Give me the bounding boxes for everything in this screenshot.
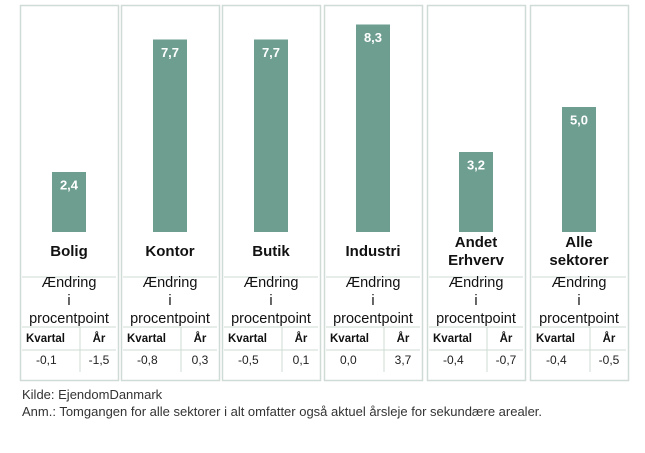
category-label: Alle sektorer bbox=[549, 234, 608, 269]
value-label: 2,4 bbox=[60, 177, 79, 192]
table-header-line: procentpoint bbox=[231, 311, 311, 327]
panel bbox=[529, 4, 630, 382]
chart: 2,4 Bolig Ændring i procentpoint Kvartal År -0,… bbox=[19, 4, 630, 382]
table-header-line: Ændring bbox=[346, 275, 401, 291]
table-header: Ændring i procentpoint bbox=[333, 275, 413, 327]
table-header-line: Ændring bbox=[244, 275, 299, 291]
table-header-line: procentpoint bbox=[29, 311, 109, 327]
column-header: Kvartal bbox=[433, 333, 472, 345]
category-label-line: Butik bbox=[252, 243, 290, 260]
bar bbox=[254, 39, 288, 232]
value-label: 3,2 bbox=[467, 157, 485, 172]
cell: -0,5 bbox=[599, 353, 620, 367]
bar bbox=[52, 172, 86, 232]
source: Kilde: EjendomDanmark bbox=[22, 387, 163, 402]
column-header: Kvartal bbox=[127, 333, 166, 345]
table-header-line: Ændring bbox=[552, 275, 607, 291]
table-header-line: Ændring bbox=[449, 275, 504, 291]
table-header-line: Ændring bbox=[143, 275, 198, 291]
table-header-line: i bbox=[269, 293, 272, 309]
category-label: Bolig bbox=[50, 243, 88, 260]
table-header: Ændring i procentpoint bbox=[231, 275, 311, 327]
category-label-line: Industri bbox=[346, 243, 401, 260]
category-label-line: sektorer bbox=[549, 252, 608, 269]
table-header-line: procentpoint bbox=[333, 311, 413, 327]
category-label-line: Kontor bbox=[145, 243, 194, 260]
column-header: År bbox=[194, 332, 207, 345]
category-label-line: Bolig bbox=[50, 243, 88, 260]
category-label: Industri bbox=[346, 243, 401, 260]
category-label-line: Erhverv bbox=[448, 252, 505, 269]
table-header-line: i bbox=[474, 293, 477, 309]
category-label: Andet Erhverv bbox=[448, 234, 505, 269]
column-header: År bbox=[295, 332, 308, 345]
category-label-line: Alle bbox=[565, 234, 593, 251]
bar bbox=[459, 152, 493, 232]
column-header: År bbox=[93, 332, 106, 345]
cell: -0,8 bbox=[137, 353, 158, 367]
category-label-line: Andet bbox=[455, 234, 498, 251]
column-header: År bbox=[500, 332, 513, 345]
cell: 0,1 bbox=[293, 353, 310, 367]
table-header-line: i bbox=[67, 293, 70, 309]
table-header-line: Ændring bbox=[42, 275, 97, 291]
category-label: Kontor bbox=[145, 243, 194, 260]
table-header-line: procentpoint bbox=[130, 311, 210, 327]
column-header: Kvartal bbox=[330, 333, 369, 345]
value-label: 5,0 bbox=[570, 112, 588, 127]
table-header: Ændring i procentpoint bbox=[29, 275, 109, 327]
cell: 0,0 bbox=[340, 353, 357, 367]
bar bbox=[562, 107, 596, 232]
cell: -0,1 bbox=[36, 353, 57, 367]
value-label: 7,7 bbox=[161, 45, 179, 60]
note: Anm.: Tomgangen for alle sektorer i alt … bbox=[22, 404, 543, 419]
column-header: Kvartal bbox=[536, 333, 575, 345]
table-header: Ændring i procentpoint bbox=[436, 275, 516, 327]
cell: 0,3 bbox=[192, 353, 209, 367]
footer: Kilde: EjendomDanmark Anm.: Tomgangen fo… bbox=[22, 386, 622, 420]
table-header: Ændring i procentpoint bbox=[130, 275, 210, 327]
cell: -0,4 bbox=[546, 353, 567, 367]
cell: -0,4 bbox=[443, 353, 464, 367]
table-header-line: i bbox=[577, 293, 580, 309]
cell: -1,5 bbox=[89, 353, 110, 367]
column-header: År bbox=[397, 332, 410, 345]
cell: -0,5 bbox=[238, 353, 259, 367]
cell: 3,7 bbox=[395, 353, 412, 367]
table-header-line: i bbox=[371, 293, 374, 309]
column-header: Kvartal bbox=[228, 333, 267, 345]
column-header: År bbox=[603, 332, 616, 345]
cell: -0,7 bbox=[496, 353, 517, 367]
table-header-line: procentpoint bbox=[436, 311, 516, 327]
column-header: Kvartal bbox=[26, 333, 65, 345]
value-label: 7,7 bbox=[262, 45, 280, 60]
category-label: Butik bbox=[252, 243, 290, 260]
table-header-line: procentpoint bbox=[539, 311, 619, 327]
table-header: Ændring i procentpoint bbox=[539, 275, 619, 327]
value-label: 8,3 bbox=[364, 30, 382, 45]
table-header-line: i bbox=[168, 293, 171, 309]
bar bbox=[153, 39, 187, 232]
bar bbox=[356, 24, 390, 232]
